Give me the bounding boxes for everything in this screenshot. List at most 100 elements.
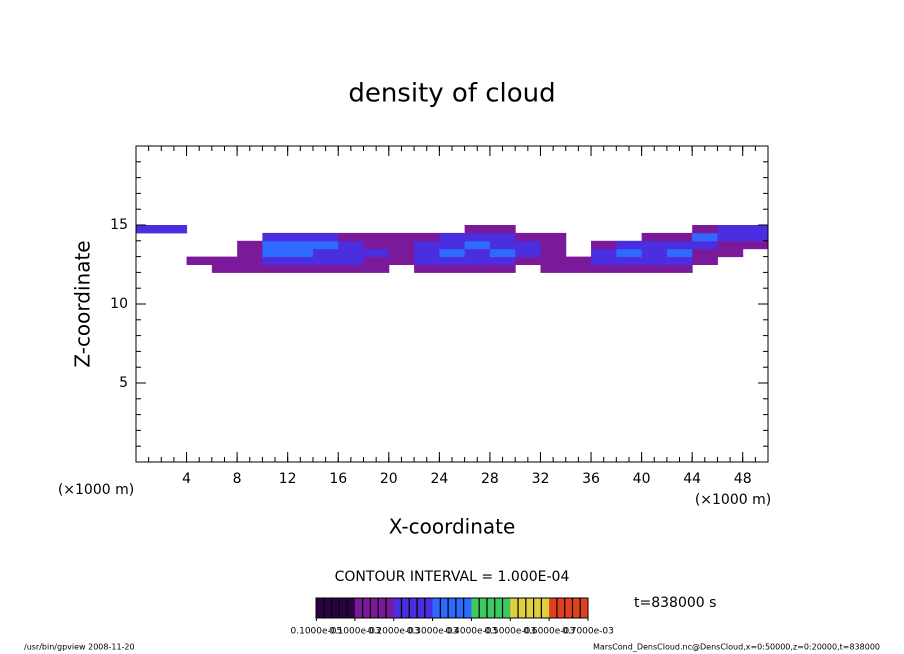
cloud-cell	[616, 248, 643, 258]
cloud-cell	[540, 240, 567, 250]
cloud-cell	[666, 240, 693, 250]
cloud-cell	[414, 256, 440, 265]
x-tick-label: 40	[633, 471, 651, 487]
cloud-cell	[540, 264, 567, 273]
cloud-cell	[439, 264, 466, 273]
cloud-cell	[616, 256, 643, 265]
x-tick-label: 44	[683, 471, 701, 487]
cloud-cell	[237, 240, 263, 250]
cloud-cell	[186, 256, 213, 265]
cloud-cell	[312, 248, 339, 258]
x-tick-label: 8	[233, 471, 242, 487]
x-tick-label: 16	[329, 471, 347, 487]
colorbar-label: 0.7000e-03	[562, 627, 614, 637]
time-label: t=838000 s	[634, 595, 716, 611]
colorbar-label: 0.5000e-03	[484, 627, 536, 637]
cloud-cell	[464, 248, 491, 258]
colorbar-cell	[316, 598, 356, 618]
x-axis-label: X-coordinate	[389, 515, 516, 539]
cloud-cell	[388, 240, 415, 250]
cloud-cell	[338, 248, 365, 258]
cloud-cell	[717, 248, 744, 258]
cloud-cell	[237, 248, 263, 258]
colorbar-cell	[471, 598, 511, 618]
cloud-cell	[717, 240, 744, 250]
cloud-cell	[692, 225, 718, 234]
cloud-cell	[464, 240, 491, 250]
colorbar-cell	[354, 598, 395, 618]
cloud-cell	[666, 264, 693, 273]
x-tick-label: 28	[481, 471, 499, 487]
y-axis-unit: (×1000 m)	[58, 482, 134, 498]
cloud-cell	[287, 264, 314, 273]
cloud-cell	[666, 232, 693, 242]
x-axis-unit: (×1000 m)	[695, 492, 771, 508]
cloud-cell	[338, 240, 365, 250]
cloud-cell	[388, 232, 415, 242]
y-tick-label: 15	[110, 217, 128, 233]
colorbar-cell	[549, 598, 589, 618]
cloud-cell	[414, 240, 440, 250]
colorbar-label: 0.6000e-03	[523, 627, 575, 637]
x-tick-label: 20	[380, 471, 398, 487]
colorbar-frame	[315, 597, 589, 619]
cloud-cell	[312, 264, 339, 273]
x-tick-label: 32	[532, 471, 550, 487]
cloud-cell	[641, 256, 668, 265]
cloud-cell	[692, 232, 718, 242]
cloud-cell	[641, 240, 668, 250]
cloud-cell	[439, 256, 466, 265]
y-axis-label: Z-coordinate	[71, 240, 95, 367]
cloud-cell	[287, 232, 314, 242]
cloud-cell	[388, 256, 415, 265]
cloud-cell	[363, 232, 390, 242]
cloud-cell	[262, 248, 289, 258]
cloud-cell	[439, 232, 466, 242]
plot-frame	[135, 145, 769, 463]
cloud-cell	[363, 256, 390, 265]
colorbar-cell	[393, 598, 433, 618]
cloud-cell	[262, 264, 289, 273]
cloud-cell	[540, 232, 567, 242]
cloud-cell	[287, 240, 314, 250]
cloud-cell	[287, 248, 314, 258]
cloud-cell	[262, 256, 289, 265]
x-tick-label: 36	[582, 471, 600, 487]
cloud-cell	[616, 264, 643, 273]
cloud-cell	[540, 256, 567, 265]
colorbar-cell	[432, 598, 472, 618]
cloud-cell	[237, 264, 263, 273]
colorbar-cell	[510, 598, 550, 618]
cloud-cell	[591, 264, 617, 273]
cloud-cell	[742, 225, 769, 234]
x-tick-label: 24	[430, 471, 448, 487]
cloud-cell	[742, 232, 769, 242]
cloud-cell	[363, 240, 390, 250]
colorbar-label: 0.2000e-03	[368, 627, 420, 637]
chart-title: density of cloud	[348, 79, 555, 109]
cloud-cell	[363, 264, 390, 273]
cloud-cell	[489, 256, 516, 265]
colorbar-label: 0.1000e-05	[291, 627, 343, 637]
cloud-cell	[591, 256, 617, 265]
cloud-cell	[489, 248, 516, 258]
y-tick-label: 5	[119, 375, 128, 391]
contour-interval: CONTOUR INTERVAL = 1.000E-04	[335, 569, 570, 585]
cloud-cell	[666, 256, 693, 265]
cloud-cell	[591, 248, 617, 258]
colorbar-label: 0.1000e-03	[329, 627, 381, 637]
cloud-cell	[641, 232, 668, 242]
cloud-cell	[338, 264, 365, 273]
x-tick-label: 4	[182, 471, 191, 487]
cloud-cell	[312, 240, 339, 250]
cloud-cell	[616, 240, 643, 250]
cloud-cell	[591, 240, 617, 250]
cloud-cell	[262, 240, 289, 250]
footer-left: /usr/bin/gpview 2008-11-20	[24, 643, 135, 652]
cloud-cell	[414, 232, 440, 242]
cloud-cell	[464, 264, 491, 273]
cloud-cell	[717, 225, 744, 234]
cloud-cell	[692, 240, 718, 250]
cloud-cell	[489, 240, 516, 250]
